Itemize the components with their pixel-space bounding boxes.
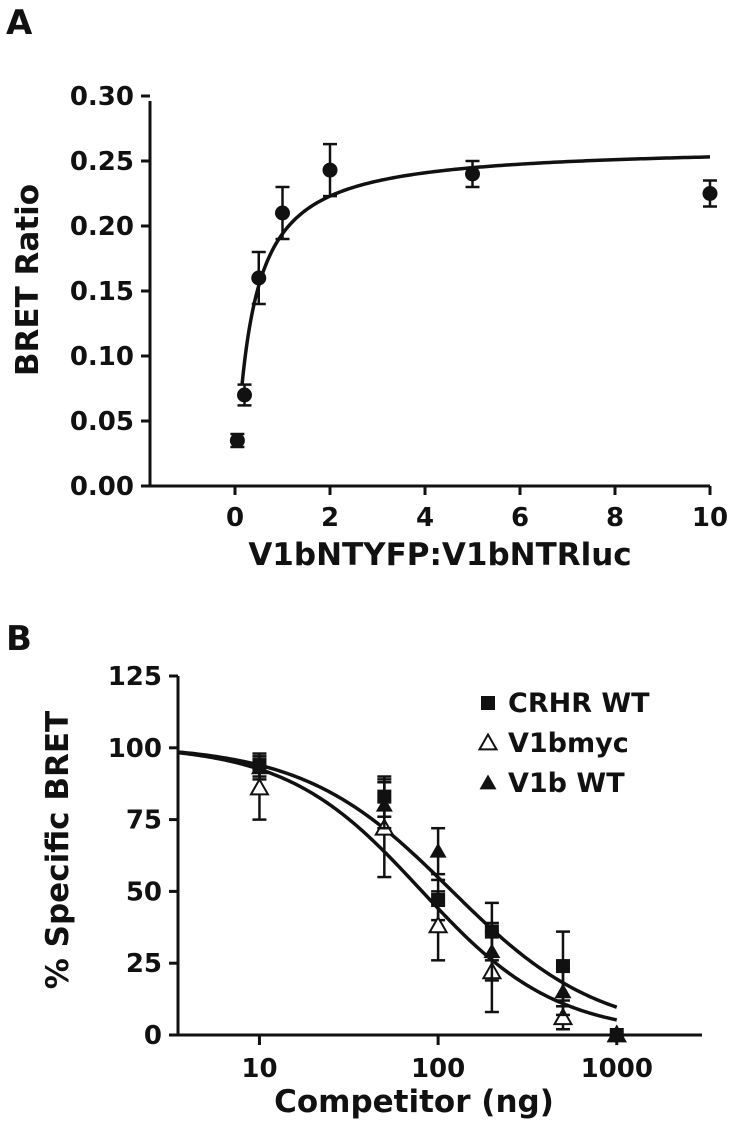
panel-b-fit-curve	[177, 750, 618, 1009]
panel-a-point	[251, 270, 267, 286]
panel-b-legend-label: V1b WT	[508, 768, 625, 799]
panel-a-point	[702, 186, 718, 201]
panel-a-point	[229, 433, 245, 448]
panel-a-x-tick-label: 8	[606, 503, 624, 533]
panel-b-x-tick-label: 100	[411, 1054, 465, 1084]
panel-b-legend-marker	[479, 774, 497, 790]
panel-a-y-tick-label: 0.10	[70, 342, 134, 372]
panel-a-fit-curve	[240, 155, 711, 384]
panel-b-point	[427, 915, 449, 934]
panel-a-data-points	[229, 142, 718, 449]
panel-a: A 0.00 0.05 0.10 0.15 0.20 0.25 0.30 0 2 4 6 8 10 B…	[6, 3, 728, 573]
panel-a-x-tick-label: 0	[226, 503, 244, 533]
panel-a-y-axis-label: BRET Ratio	[10, 184, 46, 376]
panel-a-y-tick-label: 0.00	[70, 472, 134, 502]
panel-a-y-tick-label: 0.15	[70, 277, 134, 307]
panel-a-x-tick-label: 4	[416, 503, 434, 533]
panel-b-x-ticks: 10 100 1000	[241, 1035, 653, 1084]
panel-a-x-ticks: 0 2 4 6 8 10	[226, 486, 728, 533]
panel-a-y-ticks: 0.00 0.05 0.10 0.15 0.20 0.25 0.30	[70, 82, 150, 502]
panel-b-point	[483, 943, 501, 959]
panel-b-point	[554, 983, 572, 999]
panel-b-point	[552, 1007, 574, 1026]
panel-b-data-points	[249, 752, 627, 1043]
panel-b-fit-curves	[177, 750, 618, 1022]
panel-b-y-tick-label: 50	[126, 877, 162, 907]
panel-b-legend: CRHR WT V1bmyc V1b WT	[477, 688, 650, 799]
panel-b: B 0 25 50 75 100 125 10 100 1000 CRHR WT V1bmyc V…	[6, 619, 702, 1120]
panel-b-point	[249, 777, 270, 796]
panel-b-y-ticks: 0 25 50 75 100 125	[108, 662, 178, 1051]
panel-b-x-tick-label: 10	[241, 1054, 277, 1084]
panel-b-point	[375, 796, 393, 812]
panel-a-y-tick-label: 0.05	[70, 407, 134, 437]
panel-b-y-tick-label: 0	[144, 1021, 162, 1051]
panel-a-point	[275, 205, 290, 221]
panel-b-legend-marker	[481, 696, 495, 710]
panel-b-x-axis-label: Competitor (ng)	[274, 1084, 554, 1120]
panel-b-legend-label: CRHR WT	[508, 688, 650, 719]
panel-b-letter: B	[6, 619, 32, 659]
panel-b-y-tick-label: 100	[108, 734, 162, 764]
panel-a-letter: A	[6, 3, 33, 43]
panel-b-y-tick-label: 75	[126, 806, 162, 836]
panel-b-legend-label: V1bmyc	[508, 728, 629, 759]
panel-a-y-tick-label: 0.30	[70, 82, 134, 112]
panel-a-y-tick-label: 0.25	[70, 147, 134, 177]
panel-b-point	[250, 759, 268, 775]
panel-a-x-tick-label: 2	[321, 503, 339, 533]
panel-a-x-axis-label: V1bNTYFP:V1bNTRluc	[248, 537, 631, 573]
panel-a-point	[237, 387, 252, 403]
panel-b-y-tick-label: 25	[126, 949, 162, 979]
panel-a-y-tick-label: 0.20	[70, 212, 134, 242]
panel-a-point	[322, 162, 338, 178]
panel-a-x-tick-label: 6	[511, 503, 529, 533]
panel-b-y-axis-label: % Specific BRET	[40, 711, 76, 989]
panel-a-point	[465, 166, 480, 182]
panel-b-y-tick-label: 125	[108, 662, 162, 692]
panel-a-x-tick-label: 10	[692, 503, 728, 533]
panel-b-x-tick-label: 1000	[581, 1054, 653, 1084]
panel-b-point	[429, 842, 447, 858]
panel-b-fit-curve	[177, 750, 618, 1022]
panel-b-legend-marker	[477, 732, 499, 751]
panel-b-point	[608, 1026, 626, 1042]
